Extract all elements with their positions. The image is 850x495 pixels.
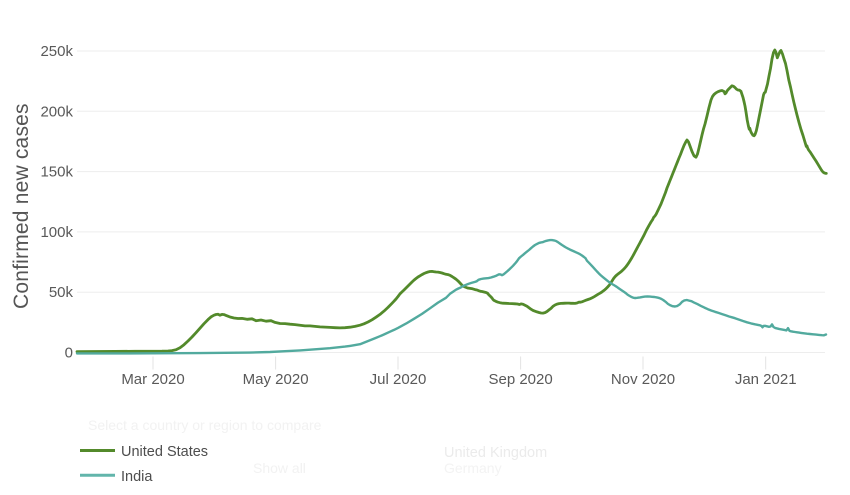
svg-text:250k: 250k bbox=[40, 43, 73, 60]
svg-text:Select a country or region to: Select a country or region to compare bbox=[88, 417, 322, 433]
svg-text:Confirmed new cases: Confirmed new cases bbox=[10, 103, 33, 309]
svg-text:United Kingdom: United Kingdom bbox=[444, 445, 547, 461]
svg-text:Jan 2021: Jan 2021 bbox=[735, 371, 797, 388]
svg-text:Germany: Germany bbox=[444, 460, 502, 476]
svg-text:200k: 200k bbox=[40, 103, 73, 120]
svg-text:100k: 100k bbox=[40, 224, 73, 241]
svg-text:May 2020: May 2020 bbox=[243, 371, 309, 388]
svg-text:Nov 2020: Nov 2020 bbox=[611, 371, 675, 388]
svg-text:150k: 150k bbox=[40, 164, 73, 181]
svg-text:Show all: Show all bbox=[253, 460, 306, 476]
svg-text:Sep 2020: Sep 2020 bbox=[488, 371, 552, 388]
svg-text:United States: United States bbox=[121, 444, 208, 460]
svg-text:Jul 2020: Jul 2020 bbox=[370, 371, 427, 388]
svg-text:India: India bbox=[121, 469, 153, 485]
svg-text:Mar 2020: Mar 2020 bbox=[121, 371, 184, 388]
svg-text:50k: 50k bbox=[49, 284, 74, 301]
svg-text:0: 0 bbox=[65, 345, 73, 362]
